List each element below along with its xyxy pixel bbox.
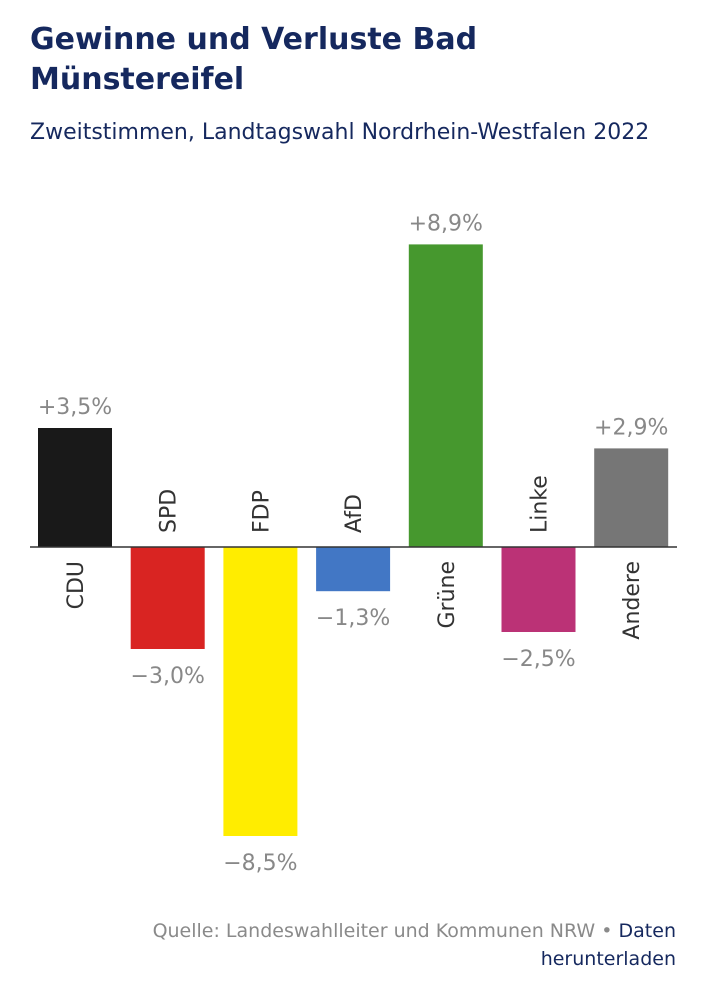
category-label-cdu: CDU: [64, 561, 89, 609]
bars-layer: [38, 244, 669, 836]
bar-gruene: [408, 244, 483, 547]
chart-title: Gewinne und Verluste Bad Münstereifel: [30, 22, 478, 97]
footer-separator: •: [595, 920, 619, 942]
category-label-spd: SPD: [157, 489, 182, 533]
category-label-linke: Linke: [528, 475, 553, 533]
bar-spd: [130, 547, 205, 649]
value-label-spd: −3,0%: [131, 664, 205, 689]
bar-linke: [501, 547, 576, 632]
value-label-fdp: −8,5%: [223, 851, 297, 876]
labels-layer: +3,5% CDU −3,0% SPD −8,5% FDP −1,3% AfD +8,9% Grü…: [38, 211, 669, 876]
bar-cdu: [38, 428, 112, 547]
chart-subtitle: Zweitstimmen, Landtagswahl Nordrhein-Wes…: [30, 120, 650, 145]
category-label-gruene: Grüne: [435, 561, 460, 629]
value-label-linke: −2,5%: [501, 647, 575, 672]
source-footer: Quelle: Landeswahlleiter und Kommunen NR…: [36, 917, 676, 973]
category-label-afd: AfD: [342, 494, 367, 533]
value-label-cdu: +3,5%: [38, 395, 112, 420]
download-data-link[interactable]: Daten herunterladen: [540, 920, 676, 970]
bar-andere: [594, 448, 669, 547]
value-label-gruene: +8,9%: [409, 211, 483, 236]
value-label-andere: +2,9%: [594, 415, 668, 440]
bar-fdp: [223, 547, 298, 836]
source-text: Quelle: Landeswahlleiter und Kommunen NR…: [152, 920, 596, 942]
category-label-fdp: FDP: [249, 490, 274, 533]
category-label-andere: Andere: [620, 561, 645, 640]
bar-afd: [316, 547, 391, 592]
value-label-afd: −1,3%: [316, 606, 390, 631]
bar-chart: +3,5% CDU −3,0% SPD −8,5% FDP −1,3% AfD +8,9% Grü…: [30, 211, 677, 876]
